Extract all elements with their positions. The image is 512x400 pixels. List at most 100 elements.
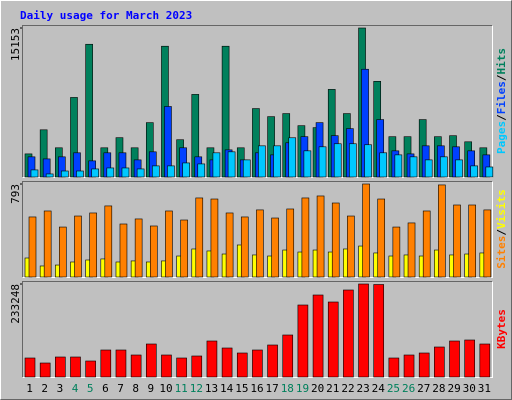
panel-border-light bbox=[22, 25, 493, 178]
bar bbox=[89, 212, 97, 278]
bar bbox=[136, 168, 145, 178]
bar bbox=[470, 165, 478, 178]
bar bbox=[61, 170, 69, 178]
bar bbox=[379, 152, 388, 178]
x-tick-label: 25 bbox=[387, 382, 400, 395]
bar bbox=[221, 347, 233, 378]
bar bbox=[115, 349, 127, 378]
bar bbox=[252, 349, 263, 378]
bar bbox=[45, 173, 54, 178]
x-tick-label: 27 bbox=[417, 382, 430, 395]
bar bbox=[119, 223, 128, 278]
bar bbox=[394, 154, 403, 178]
bar bbox=[424, 159, 433, 178]
bar bbox=[70, 356, 81, 378]
x-tick-label: 19 bbox=[296, 382, 309, 395]
bar bbox=[483, 209, 492, 278]
bar bbox=[256, 209, 264, 278]
bar bbox=[333, 143, 342, 178]
x-tick-label: 15 bbox=[235, 382, 248, 395]
x-tick-label: 24 bbox=[372, 382, 386, 395]
bar bbox=[191, 355, 203, 378]
bar bbox=[59, 226, 67, 278]
bar bbox=[403, 354, 415, 378]
bar bbox=[100, 349, 112, 378]
bar bbox=[240, 216, 249, 278]
bar bbox=[225, 212, 234, 278]
bar bbox=[455, 159, 463, 178]
bar bbox=[422, 210, 431, 278]
bar bbox=[453, 204, 461, 278]
x-tick-label: 5 bbox=[87, 382, 94, 395]
x-tick-label: 14 bbox=[220, 382, 234, 395]
bar bbox=[43, 210, 52, 278]
bar bbox=[212, 152, 221, 178]
x-tick-label: 9 bbox=[148, 382, 155, 395]
bar bbox=[242, 159, 251, 178]
bar bbox=[343, 289, 354, 378]
bar bbox=[106, 167, 115, 178]
bar bbox=[24, 357, 36, 378]
legend-entry: Visits bbox=[495, 189, 508, 229]
y-tick-label: 793 bbox=[9, 184, 22, 204]
panel-border-dark bbox=[22, 281, 493, 378]
x-tick-label: 21 bbox=[326, 382, 339, 395]
x-tick-label: 8 bbox=[132, 382, 139, 395]
bar bbox=[74, 215, 82, 278]
x-tick-label: 20 bbox=[311, 382, 324, 395]
bar bbox=[206, 340, 218, 378]
chart-title: Daily usage for March 2023 bbox=[20, 9, 192, 22]
x-tick-label: 26 bbox=[402, 382, 415, 395]
bar bbox=[28, 216, 37, 278]
x-tick-label: 7 bbox=[117, 382, 124, 395]
bar bbox=[318, 146, 327, 178]
legend-entry: Hits bbox=[495, 48, 508, 75]
bar bbox=[134, 218, 143, 278]
bar bbox=[468, 204, 476, 278]
legend-entry: Files bbox=[495, 81, 508, 114]
bar bbox=[145, 343, 157, 378]
x-tick-label: 16 bbox=[250, 382, 263, 395]
bar bbox=[312, 294, 324, 378]
bar bbox=[195, 197, 204, 278]
bar bbox=[434, 346, 445, 378]
panel-border-dark bbox=[22, 25, 493, 178]
bar bbox=[151, 165, 160, 178]
bar bbox=[303, 150, 312, 178]
bar bbox=[464, 339, 475, 378]
panel-border-light bbox=[22, 281, 493, 378]
bar bbox=[165, 210, 173, 278]
x-tick-label: 1 bbox=[26, 382, 33, 395]
legend: Pages/Files/Hits bbox=[495, 48, 508, 154]
legend-entry: Pages bbox=[495, 121, 508, 154]
legend-entry: Sites bbox=[495, 236, 508, 269]
legend: Sites/Visits bbox=[495, 189, 508, 269]
x-tick-label: 12 bbox=[190, 382, 203, 395]
bar bbox=[479, 343, 491, 378]
x-tick-label: 13 bbox=[205, 382, 218, 395]
legend-separator: / bbox=[495, 114, 508, 121]
bar bbox=[176, 357, 187, 378]
bar bbox=[85, 360, 96, 378]
bar bbox=[407, 222, 416, 278]
bar bbox=[440, 156, 448, 178]
bar bbox=[197, 163, 206, 178]
bar bbox=[364, 144, 372, 178]
bar bbox=[167, 165, 175, 178]
bar bbox=[286, 208, 295, 278]
x-tick-label: 2 bbox=[41, 382, 48, 395]
bar bbox=[297, 304, 309, 378]
bar bbox=[362, 183, 370, 278]
bar bbox=[227, 151, 236, 178]
bar bbox=[85, 43, 93, 178]
bar bbox=[180, 219, 188, 278]
bar bbox=[449, 340, 460, 378]
bar bbox=[358, 283, 369, 378]
legend: KBytes bbox=[495, 309, 508, 349]
legend-entry: KBytes bbox=[495, 309, 508, 349]
x-tick-label: 10 bbox=[159, 382, 172, 395]
x-tick-label: 23 bbox=[357, 382, 370, 395]
bar bbox=[130, 354, 142, 378]
